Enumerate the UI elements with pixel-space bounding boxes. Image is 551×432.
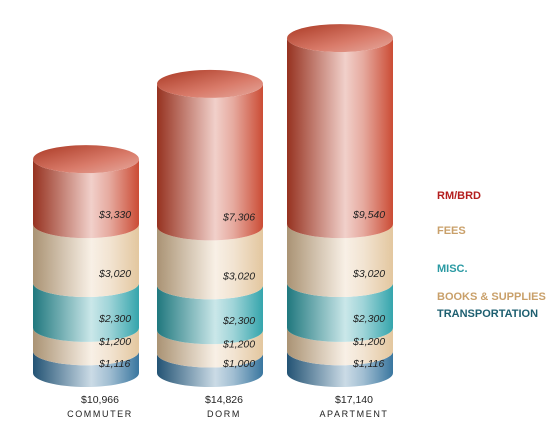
value-label-apartment-misc: $2,300 [352,313,385,325]
cylinder-top-commuter [33,145,139,174]
value-label-dorm-fees: $3,020 [222,270,255,282]
cylinder-top-dorm [157,69,263,98]
cylinder-apartment: $1,116 $1,200 $2,300 $3,020 $9,540 $17,140 APA… [287,24,393,419]
segment-commuter-fees [33,224,139,297]
category-label-dorm: DORM [207,409,241,419]
segment-apartment-books-supplies [287,327,393,366]
category-label-commuter: COMMUTER [67,409,133,419]
segment-dorm-transportation [157,353,263,387]
value-label-apartment-transportation: $1,116 [352,358,384,370]
total-label-commuter: $10,966 [81,394,119,406]
value-label-apartment-rm-brd: $9,540 [352,209,385,221]
cylinders: $1,116 $1,200 $2,300 $3,020 $3,330 $10,966 COM… [33,24,393,419]
value-label-commuter-books-supplies: $1,200 [98,336,131,348]
segment-commuter-misc [33,282,139,342]
category-label-apartment: APARTMENT [319,409,388,419]
segment-commuter-books-supplies [33,327,139,366]
segment-dorm-misc [157,285,263,345]
total-label-dorm: $14,826 [205,394,243,406]
legend-item-transportation: TRANSPORTATION [437,308,538,320]
segment-dorm-books-supplies [157,330,263,368]
segment-commuter-transportation [33,351,139,387]
value-label-dorm-books-supplies: $1,200 [222,339,255,351]
value-label-apartment-books-supplies: $1,200 [352,336,385,348]
segment-apartment-misc [287,282,393,342]
value-label-apartment-fees: $3,020 [352,268,385,280]
legend-item-books-supplies: BOOKS & SUPPLIES [437,291,546,303]
segment-apartment-transportation [287,351,393,387]
cylinder-commuter: $1,116 $1,200 $2,300 $3,020 $3,330 $10,966 COM… [33,145,139,419]
legend-item-rm-brd: RM/BRD [437,190,481,202]
segment-dorm-rm-brd [157,83,263,241]
segment-apartment-rm-brd [287,38,393,239]
segment-apartment-fees [287,224,393,297]
total-label-apartment: $17,140 [335,394,373,406]
value-label-dorm-rm-brd: $7,306 [222,211,255,223]
cylinder-top-apartment [287,24,393,53]
segment-dorm-fees [157,226,263,300]
legend-item-fees: FEES [437,225,466,237]
legend: RM/BRD FEES MISC. BOOKS & SUPPLIES TRANSPORT… [437,190,546,320]
value-label-commuter-fees: $3,020 [98,268,131,280]
cylinder-dorm: $1,000 $1,200 $2,300 $3,020 $7,306 $14,826 DOR… [157,69,263,419]
segment-commuter-rm-brd [33,159,139,239]
value-label-commuter-misc: $2,300 [98,313,131,325]
value-label-dorm-misc: $2,300 [222,315,255,327]
value-label-commuter-transportation: $1,116 [98,358,130,370]
value-label-dorm-transportation: $1,000 [222,358,255,370]
value-label-commuter-rm-brd: $3,330 [98,209,131,221]
legend-item-misc: MISC. [437,263,468,275]
